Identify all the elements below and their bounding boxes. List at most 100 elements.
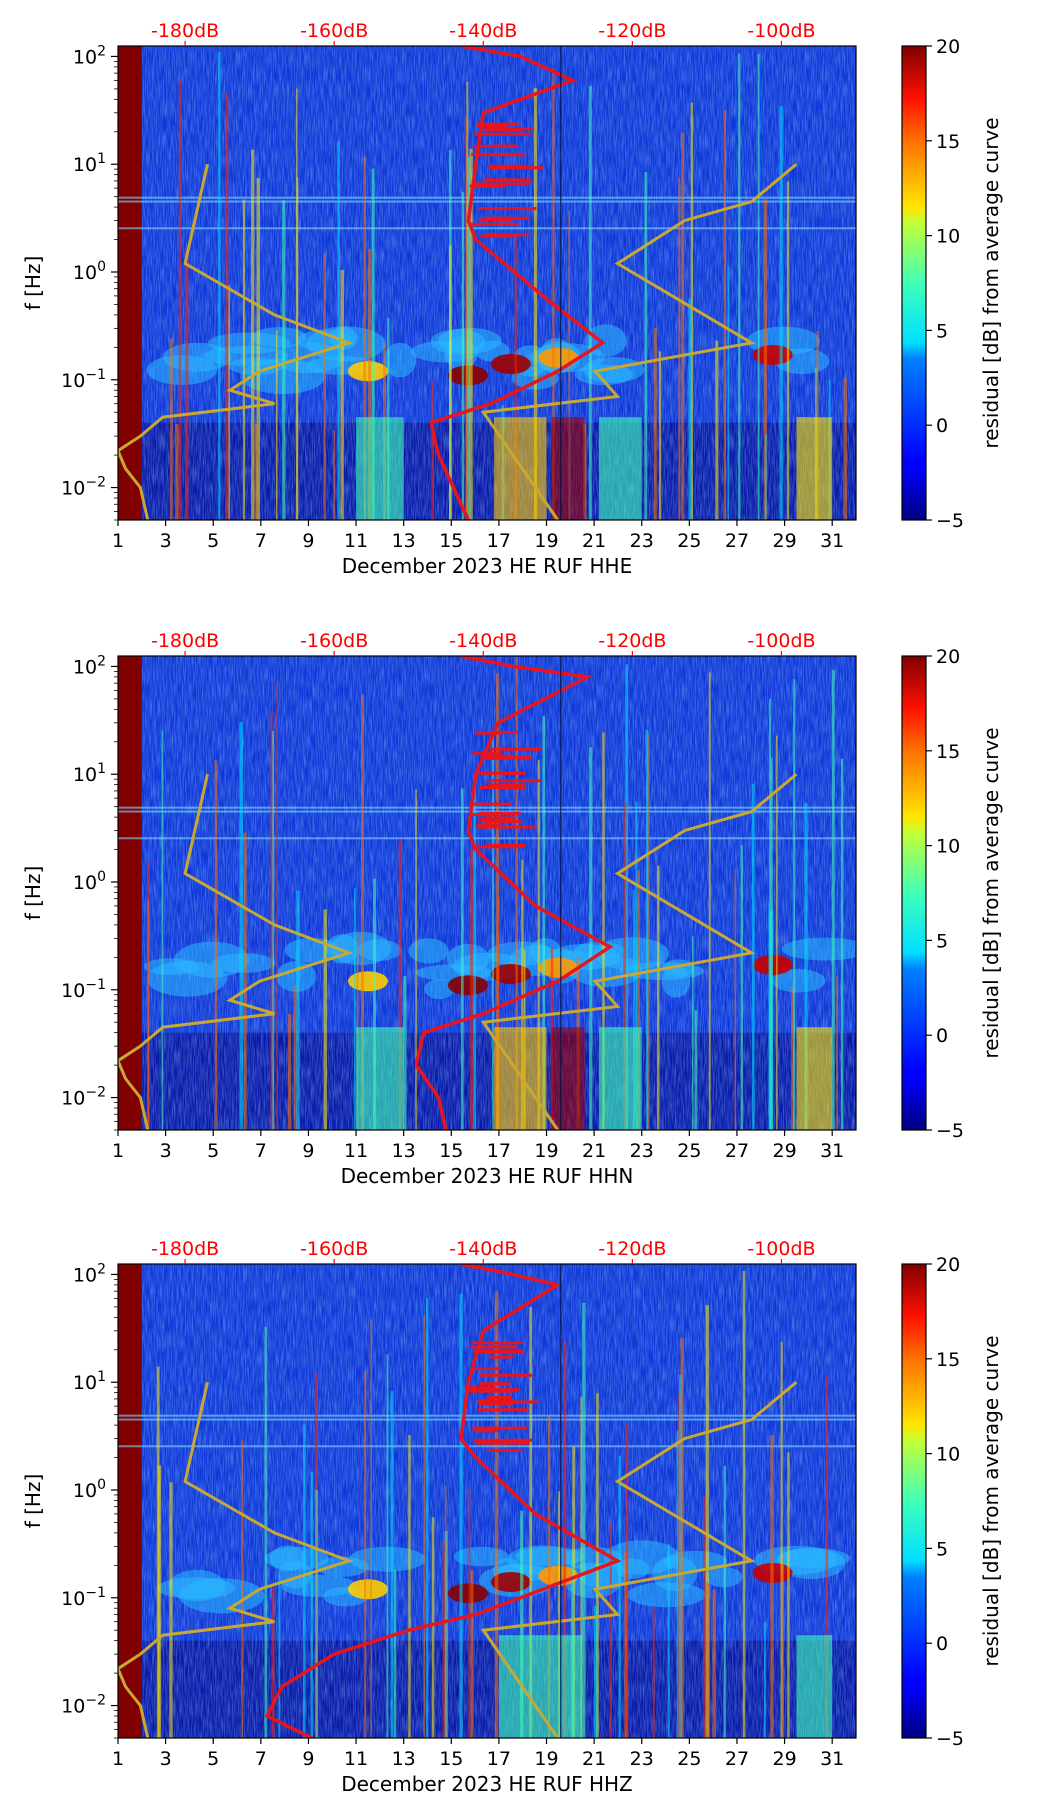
transient-streak [296,890,300,1130]
transient-streak [542,716,546,1130]
colorbar [901,655,927,1131]
harmonic-line [118,1445,856,1448]
hotspot [447,1583,488,1604]
transient-streak [644,172,648,520]
microseism-blob [146,355,218,386]
harmonic-line [118,837,856,840]
x-tick-label: 15 [439,1748,463,1770]
hotspot [447,975,488,996]
transient-streak [243,832,247,1130]
transient-streak [225,93,229,520]
x-tick-label: 29 [772,530,796,552]
noise-model-low-curve [118,1381,354,1738]
transient-streak [276,682,278,1130]
transient-streak [373,878,377,1130]
x-tick-label: 5 [207,1748,219,1770]
transient-streak [770,1435,774,1738]
transient-streak [464,118,467,520]
long-period-event [498,1635,583,1738]
x-tick-label: 21 [582,1140,606,1162]
transient-streak [256,178,261,520]
harmonic-line [118,1418,856,1421]
x-tick-label: 23 [630,530,654,552]
transient-streak [757,53,760,520]
x-tick-label: 29 [772,1140,796,1162]
colorbar-tick-label: 0 [936,1025,948,1047]
long-period-event [494,417,547,520]
harmonic-line [118,227,856,230]
median-psd-curve [264,1264,622,1738]
transient-streak [459,1293,463,1738]
db-tick-label: -180dB [151,20,219,42]
plot-frame [117,45,857,521]
y-tick-label: 102 [73,1261,106,1286]
db-tick-label: -100dB [747,20,815,42]
median-psd-curve [414,656,614,1130]
microseism-blob [781,937,856,961]
transient-streak [147,899,150,1130]
y-tick-label: 102 [73,43,106,68]
transient-streak [723,1466,726,1738]
transient-streak [780,1341,783,1738]
transient-streak [398,838,402,1130]
db-tick-label: -140dB [449,630,517,652]
transient-streak [727,265,730,520]
x-tick-label: 23 [630,1140,654,1162]
spectrogram-image [118,1264,856,1738]
transient-streak [386,1354,389,1738]
transient-streak [690,102,693,520]
transient-streak [705,1305,709,1738]
harmonic-line [118,806,856,809]
transient-streak [271,1587,275,1738]
x-tick-label: 15 [439,530,463,552]
transient-streak [688,298,692,520]
x-tick-label: 1 [112,530,124,552]
transient-streak [390,1391,394,1738]
x-tick-label: 29 [772,1748,796,1770]
transient-streak [678,177,681,520]
transient-streak [680,1338,684,1738]
y-tick-label: 10−1 [61,977,106,1002]
transient-streak [625,1424,629,1738]
y-axis-title: f [Hz] [21,866,45,921]
x-tick-label: 9 [302,1748,314,1770]
transient-streak [764,433,767,520]
transient-streak [652,1606,655,1738]
spectrogram-image [118,656,856,1130]
x-tick-label: 31 [820,1748,844,1770]
x-axis-title: December 2023 HE RUF HHN [341,1164,634,1188]
x-tick-label: 19 [534,1748,558,1770]
transient-streak [596,1393,599,1738]
noise-model-high-curve [480,773,798,1130]
transient-streak [635,801,638,1130]
spectrogram-image [118,46,856,520]
transient-streak [840,758,844,1130]
transient-streak [444,1485,447,1738]
transient-streak [572,1446,576,1738]
transient-streak [431,1517,435,1738]
transient-streak [656,865,660,1130]
db-tick-label: -140dB [449,20,517,42]
long-period-event [551,417,585,520]
microseism-blob [563,1562,622,1599]
transient-streak [408,1434,411,1738]
transient-streak [178,79,182,520]
y-axis-title: f [Hz] [21,256,45,311]
gap-day-1 [118,1264,142,1738]
x-tick-label: 3 [160,530,172,552]
colorbar-title: residual [dB] from average curve [979,727,1003,1058]
long-period-event [796,417,833,520]
transient-streak [623,803,627,1130]
transient-streak [667,1543,670,1738]
long-period-event [796,1635,833,1738]
colorbar-tick-label: 10 [936,1444,960,1466]
transient-streak [624,1551,628,1738]
x-tick-label: 17 [487,1140,511,1162]
transient-streak [582,1302,586,1738]
transient-streak [423,1314,426,1738]
transient-streak [691,936,694,1130]
colorbar-tick-label: −5 [936,1120,964,1142]
transient-streak [609,1524,612,1738]
